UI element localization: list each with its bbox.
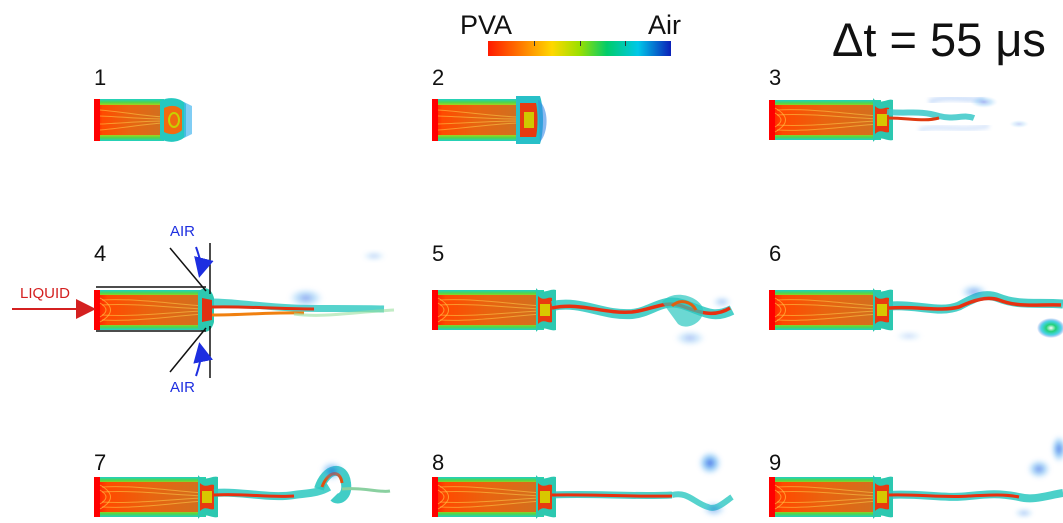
air-label-bottom: AIR	[170, 379, 196, 396]
colorbar-tick	[580, 41, 581, 46]
panel-label-5: 5	[432, 241, 445, 266]
panel-label-2: 2	[432, 65, 445, 90]
jet-panel-6	[768, 284, 1063, 341]
panel-label-7: 7	[94, 450, 107, 475]
air-arrow-bottom	[193, 342, 213, 377]
jet-panel-7	[93, 461, 391, 519]
air-label-top: AIR	[170, 223, 196, 240]
panel-label-6: 6	[769, 241, 782, 266]
colorbar-tick	[534, 41, 535, 46]
jet-panel-4	[93, 251, 395, 332]
panel-label-1: 1	[94, 65, 107, 90]
liquid-label: LIQUID	[20, 285, 71, 302]
panel-label-3: 3	[769, 65, 782, 90]
jet-panel-5	[431, 288, 735, 346]
panel-label-4: 4	[94, 241, 107, 266]
nozzle-schematic	[96, 243, 211, 378]
timestep-label: Δt = 55 μs	[832, 13, 1046, 66]
colorbar-right-label: Air	[648, 10, 681, 40]
jet-panel-8	[431, 451, 734, 519]
jet-panel-9	[768, 435, 1063, 519]
colorbar-tick	[625, 41, 626, 46]
panel-label-8: 8	[432, 450, 445, 475]
colorbar-left-label: PVA	[460, 10, 513, 40]
jet-panel-2	[432, 96, 547, 144]
panel-label-9: 9	[769, 450, 782, 475]
jet-panel-3	[768, 95, 1029, 142]
air-arrow-top	[194, 246, 214, 278]
jet-panel-1	[94, 98, 192, 142]
